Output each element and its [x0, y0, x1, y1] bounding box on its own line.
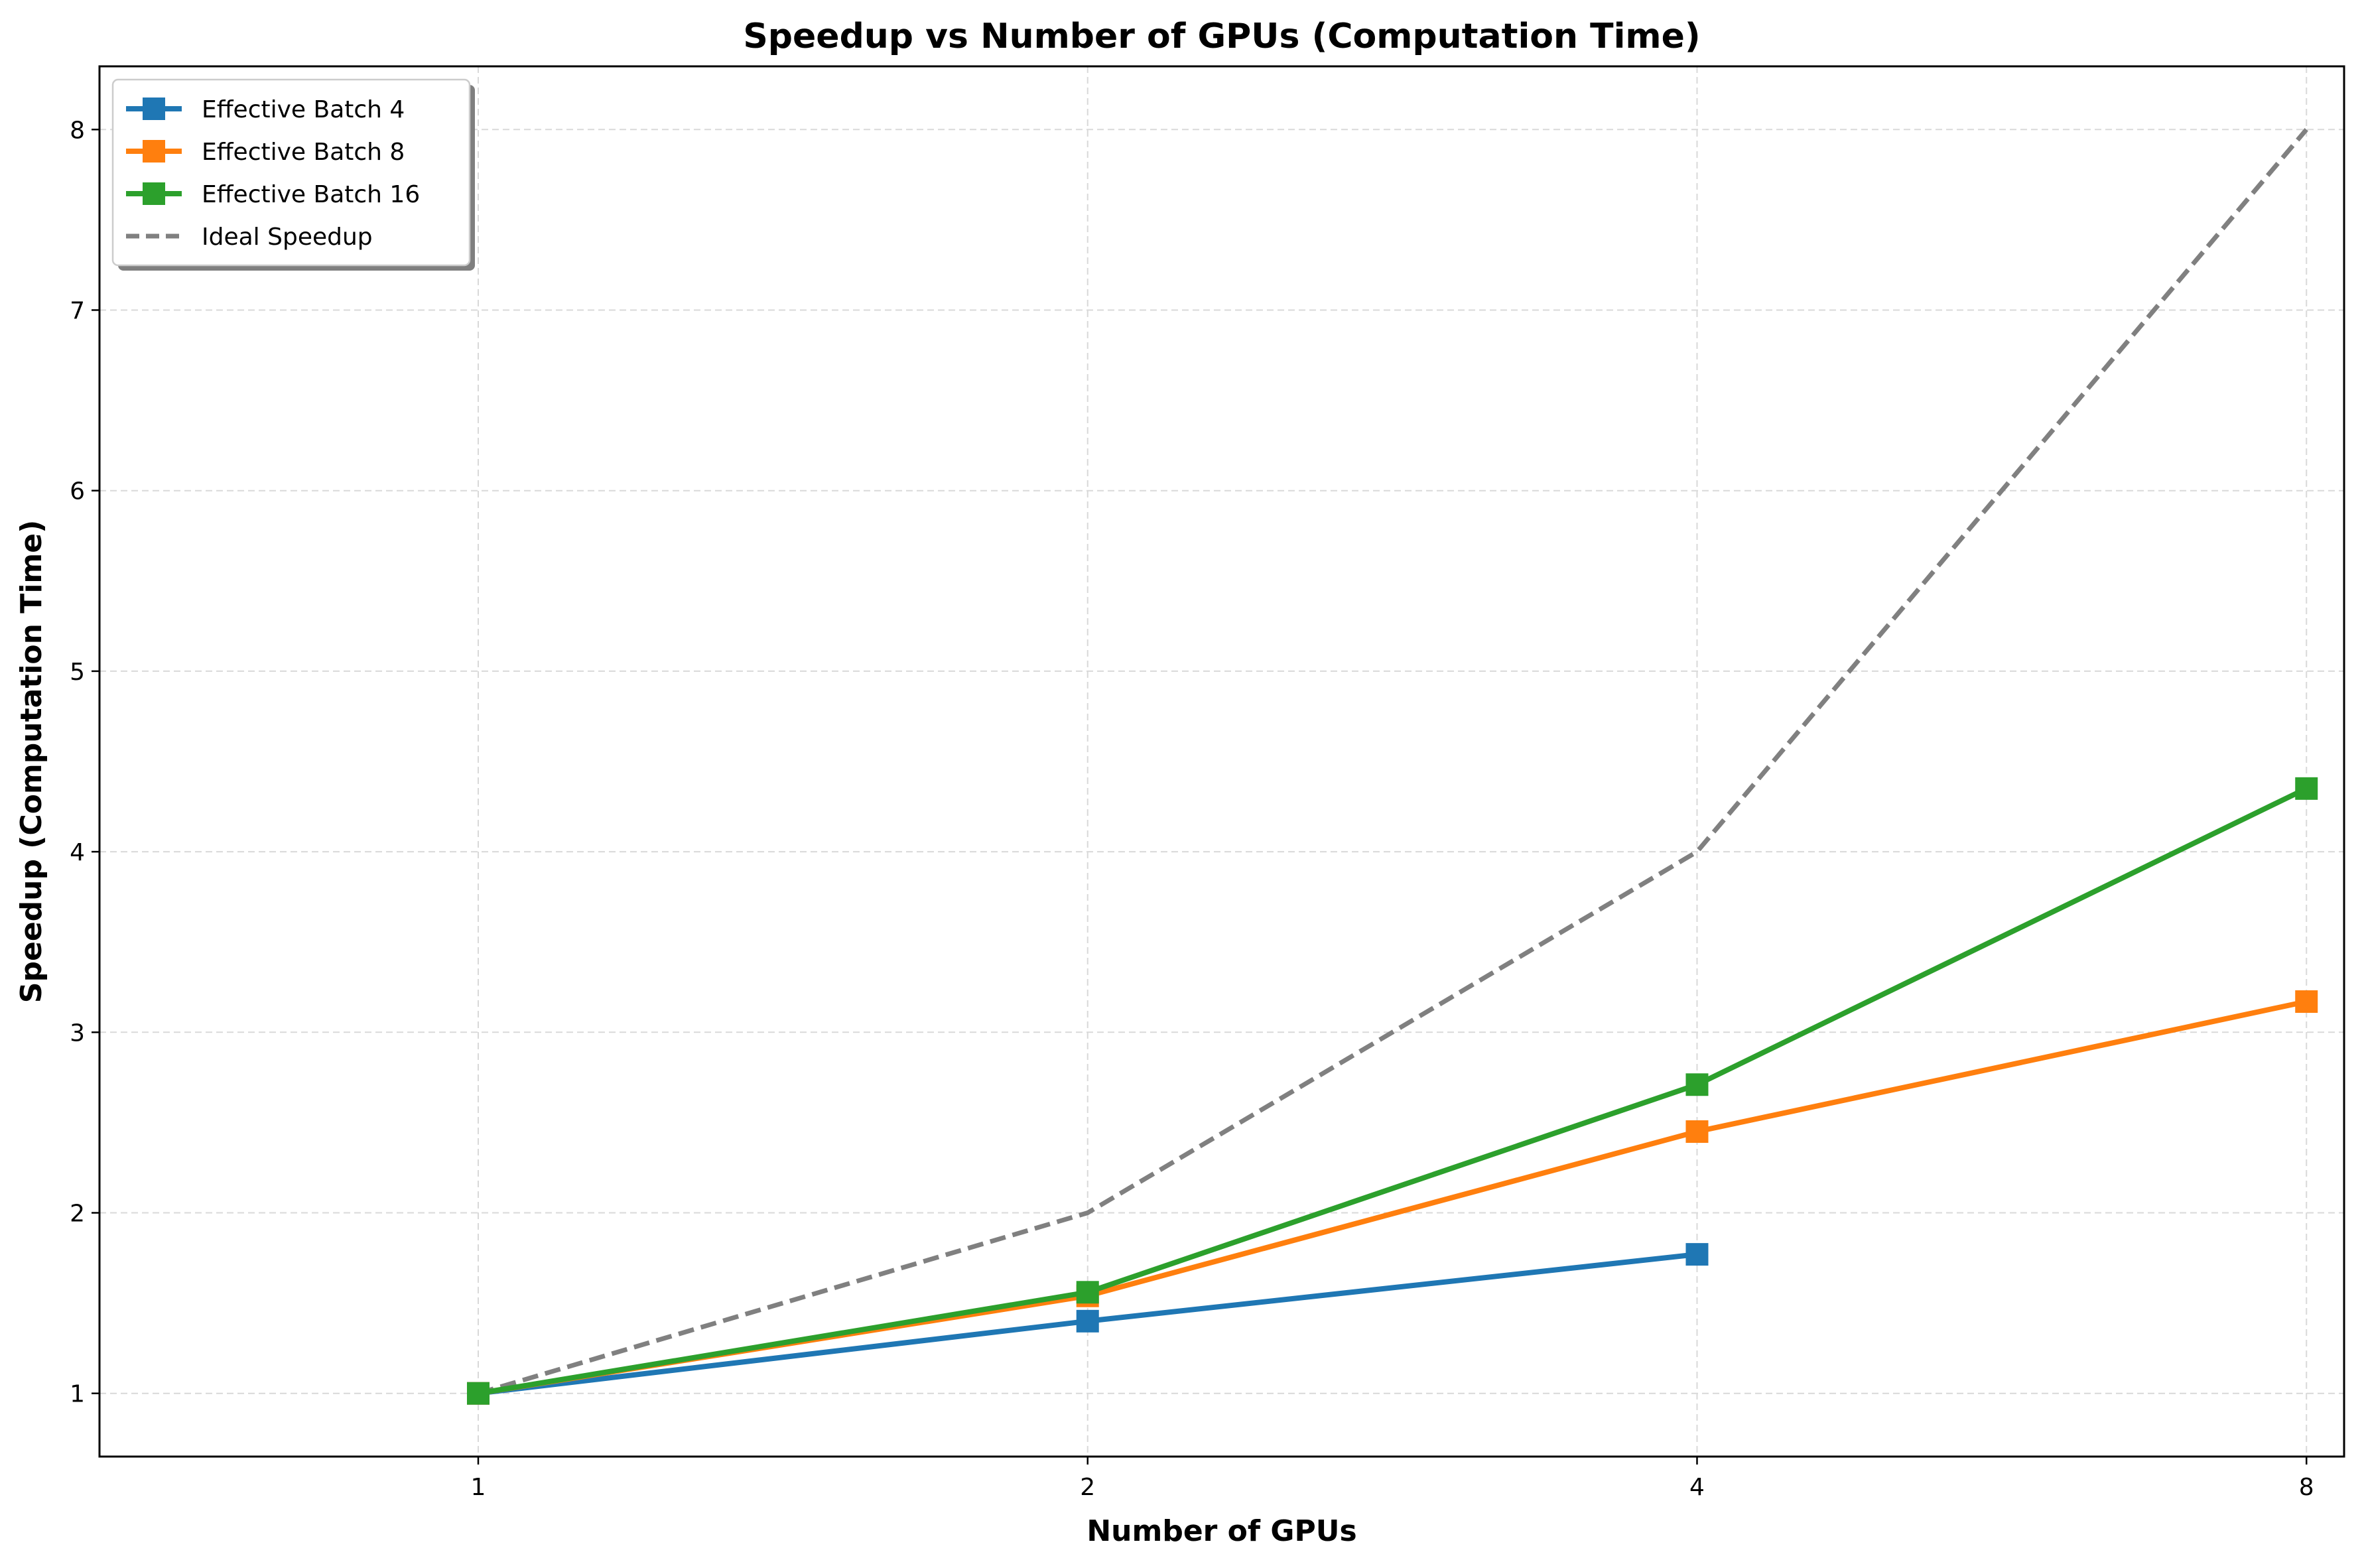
y-tick-label: 4 — [70, 839, 85, 866]
y-tick-label: 1 — [70, 1381, 85, 1408]
x-tick-label: 4 — [1689, 1474, 1705, 1501]
x-tick-label: 8 — [2299, 1474, 2314, 1501]
legend-label: Effective Batch 4 — [202, 96, 405, 123]
legend: Effective Batch 4 Effective Batch 8 Effect… — [113, 80, 475, 271]
y-tick-label: 5 — [70, 659, 85, 686]
legend-label: Effective Batch 8 — [202, 139, 405, 166]
data-point-effective-batch-16 — [1077, 1281, 1099, 1303]
x-tick-label: 1 — [471, 1474, 486, 1501]
y-axis-label: Speedup (Computation Time) — [15, 520, 48, 1003]
legend-marker — [143, 140, 165, 163]
data-point-effective-batch-8 — [2295, 990, 2318, 1013]
y-tick-label: 2 — [70, 1201, 85, 1228]
x-tick-label: 2 — [1080, 1474, 1095, 1501]
data-point-effective-batch-16 — [467, 1382, 490, 1405]
chart-title: Speedup vs Number of GPUs (Computation T… — [743, 17, 1700, 56]
data-point-effective-batch-8 — [1685, 1120, 1708, 1143]
y-tick-label: 7 — [70, 297, 85, 324]
data-point-effective-batch-4 — [1685, 1243, 1708, 1266]
y-tick-label: 3 — [70, 1019, 85, 1047]
legend-marker — [143, 98, 165, 120]
legend-label: Ideal Speedup — [202, 224, 373, 251]
legend-label: Effective Batch 16 — [202, 181, 420, 208]
y-tick-label: 8 — [70, 117, 85, 144]
x-axis-label: Number of GPUs — [1086, 1514, 1356, 1548]
y-tick-label: 6 — [70, 478, 85, 505]
data-point-effective-batch-4 — [1077, 1310, 1099, 1333]
data-point-effective-batch-16 — [1685, 1073, 1708, 1096]
legend-marker — [143, 182, 165, 205]
data-point-effective-batch-16 — [2295, 777, 2318, 800]
